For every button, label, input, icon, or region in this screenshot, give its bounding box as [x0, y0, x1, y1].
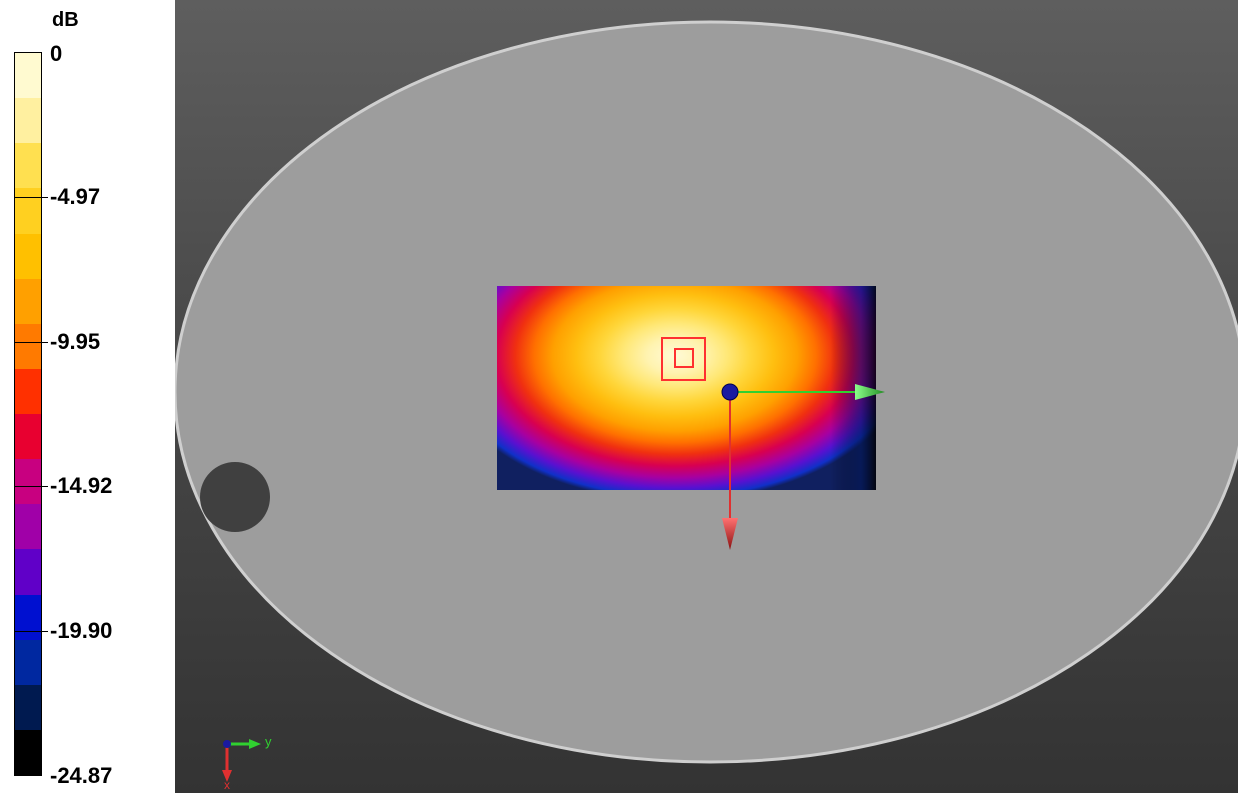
- colorbar-band: [15, 459, 41, 505]
- colorbar-band: [15, 143, 41, 189]
- phantom-hole: [200, 462, 270, 532]
- colorbar-band: [15, 639, 41, 685]
- colorbar-tick-line: [14, 631, 48, 632]
- heatmap-edge-shade: [497, 286, 876, 490]
- colorbar-band: [15, 188, 41, 234]
- color-legend: dB 0 -4.97 -9.95 -14.92 -19.90 -24.87: [0, 0, 175, 793]
- colorbar-tick-line: [14, 197, 48, 198]
- triad-y-label: y: [265, 734, 272, 749]
- origin-sphere[interactable]: [721, 383, 739, 401]
- heatmap[interactable]: [497, 286, 876, 490]
- triad-x-label: x: [224, 778, 230, 792]
- colorbar-band: [15, 368, 41, 414]
- colorbar-band: [15, 53, 41, 99]
- colorbar-band: [15, 504, 41, 550]
- legend-unit-label: dB: [52, 9, 79, 31]
- colorbar-tick-label: -14.92: [50, 473, 113, 498]
- peak-marker-inner[interactable]: [674, 348, 694, 368]
- colorbar: [14, 52, 42, 776]
- 3d-viewport[interactable]: y x: [175, 0, 1238, 793]
- colorbar-band: [15, 278, 41, 324]
- colorbar-tick-label: 0: [50, 41, 63, 66]
- scene-canvas[interactable]: y x: [175, 0, 1238, 793]
- colorbar-band: [15, 684, 41, 730]
- colorbar-tick-label: -19.90: [50, 618, 113, 643]
- green-axis-arrow[interactable]: [730, 384, 885, 400]
- colorbar-band: [15, 414, 41, 460]
- colorbar-tick-label: -24.87: [50, 763, 113, 788]
- colorbar-band: [15, 594, 41, 640]
- colorbar-band: [15, 323, 41, 369]
- colorbar-band: [15, 233, 41, 279]
- colorbar-band: [15, 549, 41, 595]
- colorbar-tick-line: [14, 486, 48, 487]
- colorbar-tick-label: -4.97: [50, 184, 101, 209]
- red-axis-arrow[interactable]: [722, 392, 738, 550]
- colorbar-band: [15, 729, 41, 775]
- axes-triad: y x: [222, 734, 272, 792]
- peak-marker-outer[interactable]: [661, 337, 706, 381]
- colorbar-tick-label: -9.95: [50, 329, 101, 354]
- colorbar-tick-line: [14, 342, 48, 343]
- colorbar-band: [15, 98, 41, 144]
